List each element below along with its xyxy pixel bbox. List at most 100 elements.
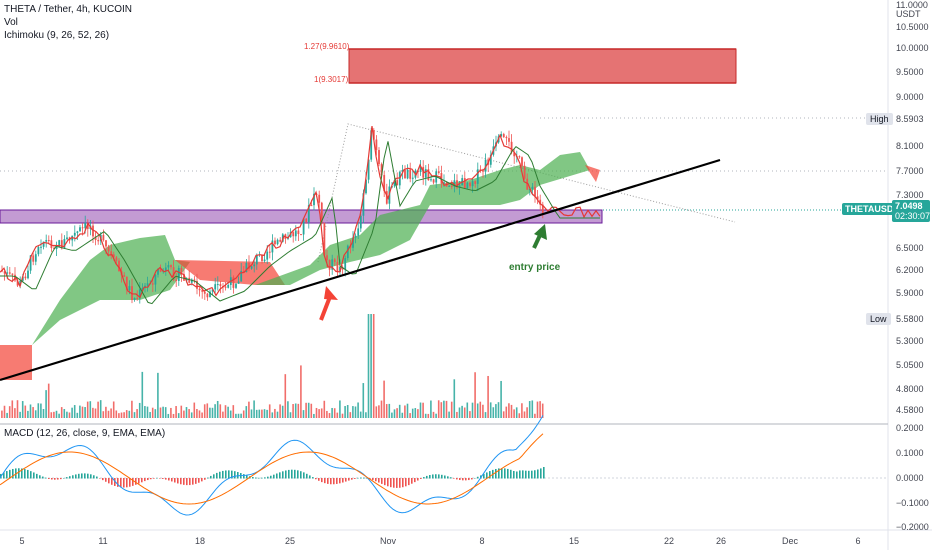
macd-hist-bar	[216, 472, 218, 479]
volume-bar	[201, 412, 203, 418]
macd-hist-bar	[162, 478, 164, 479]
macd-hist-bar	[246, 475, 248, 479]
volume-bar	[8, 406, 11, 418]
volume-bar	[73, 405, 76, 418]
time-tick-label: 6	[855, 536, 861, 546]
countdown-value: 02:30:07	[895, 211, 931, 221]
candle-body	[21, 276, 24, 281]
volume-bar	[362, 383, 365, 418]
candle-body	[463, 178, 466, 189]
volume-bar	[383, 380, 385, 418]
volume-bar	[414, 408, 417, 418]
candle-body	[45, 240, 48, 242]
macd-hist-bar	[186, 478, 188, 486]
candle-body	[409, 169, 412, 179]
candle-body	[406, 169, 409, 179]
candle-body	[115, 257, 118, 261]
volume-bar	[196, 408, 198, 418]
volume-bar	[97, 401, 99, 418]
cloud-green-segment	[32, 235, 190, 345]
candle-body	[164, 267, 167, 271]
volume-bar	[354, 406, 357, 418]
volume-bar	[258, 409, 261, 418]
macd-tick-label: 0.1000	[896, 448, 924, 458]
volume-bar	[102, 411, 105, 418]
volume-bar	[346, 405, 349, 418]
candle-body	[307, 205, 310, 223]
entry-price-annotation: entry price	[509, 262, 561, 273]
volume-bar	[294, 403, 297, 418]
volume-bar	[352, 406, 354, 418]
volume-bar	[305, 402, 307, 418]
volume-bar	[411, 408, 414, 418]
macd-hist-bar	[456, 478, 458, 480]
candle-body	[214, 284, 217, 290]
candle-body	[430, 179, 432, 181]
candle-body	[190, 279, 193, 283]
macd-hist-bar	[135, 478, 137, 485]
candle-body	[320, 202, 323, 223]
candle-body	[84, 222, 87, 229]
candle-body	[34, 254, 37, 262]
macd-hist-bar	[45, 477, 47, 479]
candle-body	[235, 283, 237, 288]
candle-body	[58, 240, 61, 247]
volume-bar	[63, 409, 66, 418]
volume-bar	[162, 406, 164, 418]
volume-bar	[19, 411, 21, 418]
candle-body	[541, 204, 544, 214]
volume-bar	[313, 413, 315, 418]
volume-bar	[110, 408, 112, 418]
macd-hist-bar	[234, 471, 236, 479]
candle-body	[404, 170, 406, 179]
volume-bar	[385, 404, 388, 418]
candle-body	[513, 152, 516, 157]
volume-bar	[487, 375, 489, 418]
candle-body	[248, 262, 250, 269]
volume-bar	[292, 404, 294, 418]
macd-hist-bar	[435, 474, 437, 479]
high-label: High	[870, 114, 889, 124]
volume-bar	[440, 402, 443, 418]
time-tick-label: 15	[568, 536, 580, 546]
volume-bar	[515, 407, 518, 418]
candle-body	[333, 259, 336, 262]
volume-bar	[125, 410, 128, 418]
macd-hist-bar	[294, 469, 296, 479]
volume-bar	[144, 406, 146, 418]
support-zone[interactable]	[0, 209, 603, 224]
volume-bar	[229, 410, 232, 418]
ascending-trendline[interactable]	[0, 158, 721, 382]
volume-bar	[190, 412, 193, 418]
price-tick-label: 7.7000	[896, 166, 924, 176]
volume-bar	[115, 410, 118, 418]
macd-hist-bar	[201, 478, 203, 482]
time-tick-label: Nov	[379, 536, 397, 546]
macd-hist-bar	[291, 469, 293, 479]
symbol-legend[interactable]: THETA / Tether, 4h, KUCOIN	[4, 4, 133, 15]
volume-bar	[333, 408, 336, 418]
candle-body	[193, 279, 196, 281]
volume-bar	[177, 413, 180, 418]
candle-body	[6, 272, 9, 274]
macd-legend[interactable]: MACD (12, 26, close, 9, EMA, EMA)	[4, 428, 166, 439]
volume-bar	[55, 410, 58, 418]
vol-legend[interactable]: Vol	[4, 17, 18, 28]
candle-body	[60, 240, 63, 249]
fib-target-zone[interactable]	[348, 48, 737, 84]
macd-hist-bar	[543, 466, 545, 479]
volume-bar	[92, 407, 94, 418]
macd-hist-bar	[51, 478, 53, 480]
volume-bar	[79, 405, 81, 418]
candle-body	[206, 293, 209, 298]
candle-body	[323, 222, 326, 256]
volume-bar	[154, 409, 157, 418]
macd-hist-bar	[6, 471, 8, 479]
volume-bar	[430, 400, 432, 418]
price-tick-label: 6.5000	[896, 243, 924, 253]
ichimoku-legend[interactable]: Ichimoku (9, 26, 52, 26)	[4, 30, 110, 41]
volume-bar	[307, 402, 310, 418]
price-tick-label: 4.5800	[896, 405, 924, 415]
volume-bar	[175, 406, 177, 418]
